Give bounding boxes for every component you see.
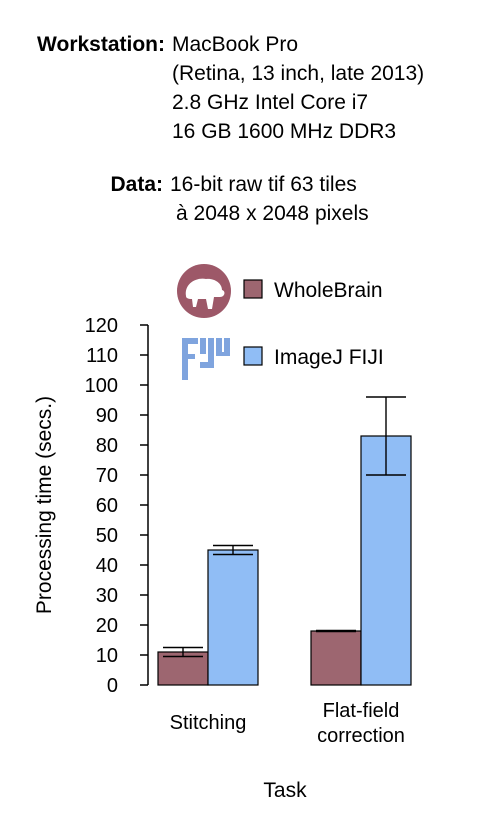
- y-tick-label: 110: [86, 345, 118, 367]
- workstation-details: MacBook Pro (Retina, 13 inch, late 2013)…: [172, 30, 424, 146]
- data-details: 16-bit raw tif 63 tiles à 2048 x 2048 pi…: [170, 170, 369, 228]
- x-tick-label: Stitching: [170, 712, 247, 734]
- workstation-line: 2.8 GHz Intel Core i7: [172, 91, 369, 114]
- y-tick-label: 30: [96, 585, 118, 607]
- x-tick-label: Flat-field: [323, 700, 400, 722]
- workstation-line: MacBook Pro: [172, 33, 299, 56]
- data-line: 16-bit raw tif 63 tiles: [170, 173, 357, 196]
- x-axis: Stitching Flat-field correction: [170, 700, 405, 747]
- legend-label: WholeBrain: [274, 279, 383, 302]
- workstation-line: (Retina, 13 inch, late 2013): [172, 62, 425, 85]
- y-tick-label: 100: [85, 375, 118, 397]
- data-label: Data:: [110, 173, 163, 196]
- legend-swatch: [243, 279, 263, 299]
- bar: [360, 435, 412, 686]
- y-tick-label: 0: [107, 675, 118, 697]
- x-tick-label: correction: [317, 725, 405, 747]
- y-tick-label: 90: [96, 405, 118, 427]
- bar: [310, 630, 362, 686]
- y-axis-label: Processing time (secs.): [33, 396, 56, 614]
- workstation-line: 16 GB 1600 MHz DDR3: [172, 120, 397, 143]
- y-tick-label: 20: [96, 615, 118, 637]
- bar: [207, 549, 259, 686]
- y-tick-label: 10: [96, 645, 118, 667]
- x-axis-label: Task: [263, 779, 307, 802]
- data-line: à 2048 x 2048 pixels: [176, 202, 369, 225]
- y-axis: 0 10 20 30 40 50 60 70 80 90 100 110 120: [85, 315, 149, 697]
- legend-swatch: [243, 346, 263, 366]
- bars: [157, 396, 412, 686]
- fiji-logo-icon: [182, 338, 230, 380]
- bar: [157, 651, 209, 686]
- workstation-label: Workstation:: [37, 33, 165, 56]
- y-tick-label: 80: [96, 435, 118, 457]
- y-tick-label: 50: [96, 525, 118, 547]
- wholebrain-logo-icon: [177, 264, 231, 318]
- y-tick-label: 60: [96, 495, 118, 517]
- y-tick-label: 120: [85, 315, 118, 337]
- legend-label: ImageJ FIJI: [274, 346, 384, 369]
- y-tick-label: 40: [96, 555, 118, 577]
- y-tick-label: 70: [96, 465, 118, 487]
- legend: WholeBrain ImageJ FIJI: [177, 264, 384, 380]
